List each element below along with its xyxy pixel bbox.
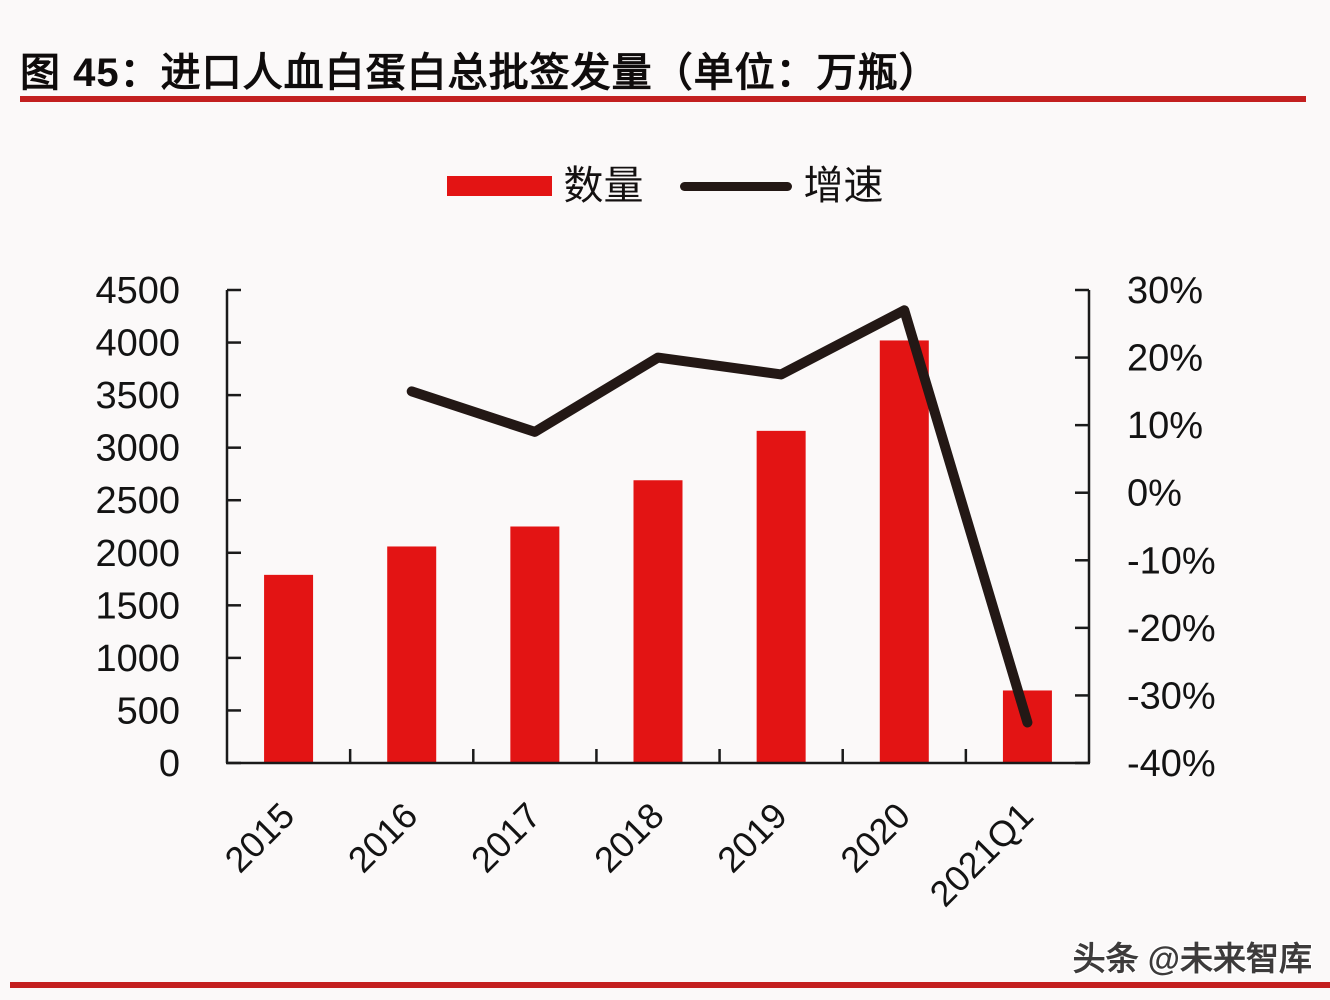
x-labels: 2015 2016 2017 2018 2019 2020 2021Q1 bbox=[217, 795, 1041, 915]
svg-text:4000: 4000 bbox=[95, 323, 180, 365]
svg-text:2500: 2500 bbox=[95, 480, 180, 522]
x-label-2017: 2017 bbox=[463, 795, 549, 881]
x-label-2021Q1: 2021Q1 bbox=[922, 795, 1042, 915]
bar-2019 bbox=[756, 430, 806, 763]
svg-text:-20%: -20% bbox=[1127, 608, 1216, 650]
svg-text:30%: 30% bbox=[1127, 270, 1203, 312]
legend-label-quantity: 数量 bbox=[563, 164, 644, 208]
x-label-2015: 2015 bbox=[217, 795, 303, 881]
svg-text:20%: 20% bbox=[1127, 338, 1203, 380]
x-label-2016: 2016 bbox=[340, 795, 426, 881]
axes bbox=[225, 288, 1091, 765]
svg-text:4500: 4500 bbox=[95, 270, 180, 312]
figure-title: 图 45：进口人血白蛋白总批签发量（单位：万瓶） bbox=[20, 51, 940, 95]
watermark: 头条 @未来智库 bbox=[1072, 940, 1312, 977]
svg-text:3500: 3500 bbox=[95, 375, 180, 417]
x-axis-ticks bbox=[348, 749, 968, 763]
bar-2018 bbox=[633, 480, 683, 763]
svg-text:-30%: -30% bbox=[1127, 675, 1216, 717]
svg-text:1000: 1000 bbox=[95, 638, 180, 680]
bar-2017 bbox=[510, 526, 560, 763]
svg-text:-40%: -40% bbox=[1127, 743, 1216, 785]
quantity-bar-swatch-icon bbox=[446, 176, 552, 196]
bottom-rule bbox=[10, 982, 1330, 988]
legend: 数量 增速 bbox=[0, 166, 1330, 206]
svg-text:0%: 0% bbox=[1127, 473, 1182, 515]
bars bbox=[264, 340, 1052, 763]
svg-text:3000: 3000 bbox=[95, 428, 180, 470]
bar-2015 bbox=[264, 574, 314, 763]
svg-text:2000: 2000 bbox=[95, 533, 180, 575]
svg-text:500: 500 bbox=[117, 690, 180, 732]
growth-line bbox=[406, 305, 1033, 728]
svg-text:-10%: -10% bbox=[1127, 540, 1216, 582]
legend-item-growth: 增速 bbox=[679, 164, 884, 208]
x-label-2020: 2020 bbox=[832, 795, 918, 881]
title-underline-rule bbox=[20, 96, 1306, 102]
svg-text:10%: 10% bbox=[1127, 405, 1203, 447]
growth-line-swatch-icon bbox=[679, 181, 792, 191]
right-axis-labels: -40% -30% -20% -10% 0% 10% 20% 30% bbox=[1127, 270, 1216, 785]
x-label-2019: 2019 bbox=[709, 795, 795, 881]
bar-2016 bbox=[387, 546, 437, 763]
bar-2020 bbox=[879, 340, 929, 763]
x-label-2018: 2018 bbox=[586, 795, 672, 881]
svg-text:0: 0 bbox=[159, 743, 180, 785]
svg-text:1500: 1500 bbox=[95, 585, 180, 627]
legend-label-growth: 增速 bbox=[803, 164, 884, 208]
left-axis-labels: 0 500 1000 1500 2000 2500 3000 3500 4000 4500 bbox=[95, 270, 180, 785]
legend-item-quantity: 数量 bbox=[446, 164, 644, 208]
